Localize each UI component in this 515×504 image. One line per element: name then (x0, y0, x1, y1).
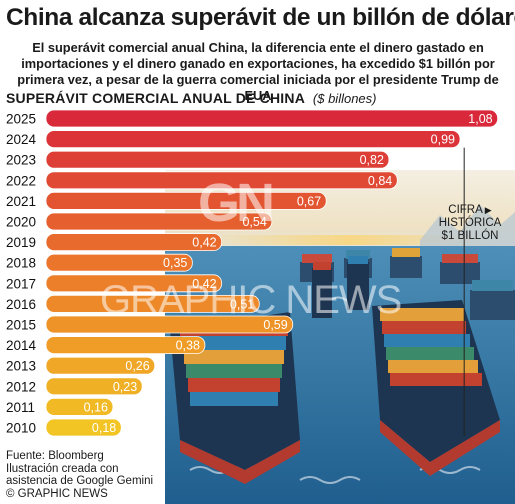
data-label-2019: 0,42 (192, 236, 216, 250)
data-label-2018: 0,35 (163, 256, 187, 270)
chart-header: SUPERÁVIT COMERCIAL ANUAL DE CHINA ($ bi… (6, 90, 377, 106)
tick-label-2012: 2012 (6, 379, 36, 394)
bar-2019 (45, 233, 223, 252)
reference-label-line-2: HISTÓRICA (438, 217, 502, 229)
tick-label-2013: 2013 (6, 359, 36, 374)
tick-label-2010: 2010 (6, 421, 36, 436)
data-label-2020: 0,54 (242, 215, 266, 229)
bar-2023 (45, 150, 390, 169)
data-label-2015: 0,59 (263, 318, 287, 332)
bar-2025 (45, 109, 499, 128)
bar-2010 (45, 418, 122, 437)
bar-2012 (45, 377, 143, 396)
bar-2024 (45, 130, 461, 149)
credit-line-2: asistencia de Google Gemini (6, 475, 154, 488)
source-note: Fuente: Bloomberg (6, 450, 104, 462)
tick-label-2015: 2015 (6, 318, 36, 333)
bar-2013 (45, 356, 156, 375)
bar-2021 (45, 191, 327, 210)
page-subtitle: El superávit comercial anual China, la d… (17, 40, 499, 103)
data-label-2016: 0,51 (230, 297, 254, 311)
copyright: © GRAPHIC NEWS (6, 487, 108, 500)
tick-label-2011: 2011 (6, 400, 35, 415)
data-label-2011: 0,16 (84, 400, 108, 414)
bar-2011 (45, 397, 114, 416)
bar-2017 (45, 274, 223, 293)
data-label-2024: 0,99 (431, 133, 455, 147)
tick-label-2019: 2019 (6, 235, 36, 250)
reference-label-line-3: $1 BILLÓN (441, 230, 499, 242)
triangle-right-icon: ▶ (484, 205, 492, 215)
credit-line-1: Ilustración creada con (6, 462, 119, 475)
data-label-2025: 1,08 (468, 112, 492, 126)
tick-label-2022: 2022 (6, 173, 36, 188)
tick-label-2023: 2023 (6, 153, 36, 168)
bar-2018 (45, 253, 193, 272)
reference-label: CIFRA ▶ HISTÓRICA $1 BILLÓN (432, 204, 508, 243)
data-label-2013: 0,26 (125, 359, 149, 373)
tick-label-2016: 2016 (6, 297, 36, 312)
tick-label-2020: 2020 (6, 215, 36, 230)
chart-title: SUPERÁVIT COMERCIAL ANUAL DE CHINA (6, 90, 306, 106)
data-label-2014: 0,38 (176, 339, 200, 353)
bar-2020 (45, 212, 273, 231)
footer: Fuente: Bloomberg Ilustración creada con… (6, 450, 153, 500)
bar-2022 (45, 171, 398, 190)
bar-2015 (45, 315, 294, 334)
bar-2016 (45, 294, 260, 313)
tick-label-2024: 2024 (6, 132, 37, 147)
data-label-2012: 0,23 (113, 380, 137, 394)
tick-label-2025: 2025 (6, 112, 36, 127)
bar-2014 (45, 336, 206, 355)
page-title: China alcanza superávit de un billón de … (6, 4, 515, 31)
tick-label-2014: 2014 (6, 338, 37, 353)
tick-label-2021: 2021 (6, 194, 36, 209)
data-label-2021: 0,67 (297, 194, 321, 208)
reference-label-line-1: CIFRA (448, 204, 483, 216)
data-label-2017: 0,42 (192, 277, 216, 291)
data-label-2010: 0,18 (92, 421, 116, 435)
bar-series: 2025 1,08 2024 0,99 2023 0,82 2022 0,84 2021 0,67… (6, 109, 499, 437)
chart-unit: ($ billones) (312, 91, 377, 106)
data-label-2023: 0,82 (360, 153, 384, 167)
tick-label-2018: 2018 (6, 256, 36, 271)
data-label-2022: 0,84 (368, 174, 392, 188)
tick-label-2017: 2017 (6, 276, 36, 291)
